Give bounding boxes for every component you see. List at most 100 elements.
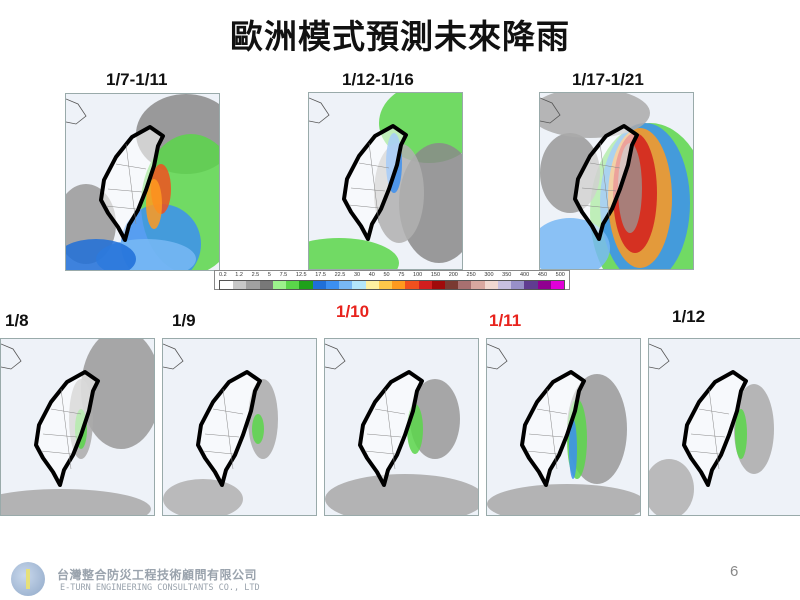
rainfall-map-1-12 <box>648 338 800 516</box>
legend-tick: 150 <box>430 272 441 278</box>
legend-color-box <box>233 281 247 289</box>
rainfall-area <box>569 419 577 479</box>
legend-tick: 350 <box>502 272 512 278</box>
rainfall-area <box>252 414 264 444</box>
panel-label: 1/9 <box>172 311 196 330</box>
rainfall-map-1-12-to-1-16 <box>308 92 463 270</box>
legend-tick: 0.2 <box>219 272 227 278</box>
china-coastline <box>1 343 22 370</box>
legend-color-box <box>418 281 432 289</box>
legend-tick: 200 <box>448 272 458 278</box>
rainfall-map-1-11 <box>486 338 641 516</box>
legend-tick: 22.5 <box>334 272 346 278</box>
county-borders <box>526 388 568 470</box>
taiwan-outline <box>34 370 100 487</box>
county-borders <box>688 388 730 470</box>
legend-color-box <box>272 281 287 289</box>
taiwan-outline <box>682 370 748 487</box>
rainfall-area <box>163 479 243 515</box>
legend-color-box <box>484 281 498 289</box>
legend-tick: 400 <box>520 272 530 278</box>
rainfall-map-1-7-to-1-11 <box>65 93 220 271</box>
legend-tick: 40 <box>368 272 375 278</box>
legend-color-box <box>286 281 300 289</box>
legend-color-box <box>405 281 419 289</box>
legend-color-box <box>220 281 234 289</box>
china-coastline <box>66 98 87 125</box>
legend-color-box <box>246 281 260 289</box>
county-borders <box>579 142 621 224</box>
legend-color-box <box>365 281 379 289</box>
rainfall-area <box>1 489 151 515</box>
panel-label-highlighted: 1/11 <box>489 311 522 330</box>
rainfall-area <box>487 484 640 515</box>
rainfall-area <box>66 239 136 270</box>
rainfall-area <box>81 339 154 449</box>
legend-tick: 500 <box>555 272 565 278</box>
china-coastline <box>309 97 330 124</box>
legend-color-box <box>444 281 459 289</box>
taiwan-outline <box>573 124 639 241</box>
county-borders <box>105 143 147 225</box>
legend-tick: 300 <box>484 272 494 278</box>
rainfall-area <box>410 379 460 459</box>
county-borders <box>40 388 82 470</box>
legend-color-box <box>339 281 353 289</box>
rainfall-area <box>309 238 399 269</box>
taiwan-outline <box>99 125 165 242</box>
taiwan-outline <box>358 370 424 487</box>
legend-tick: 450 <box>537 272 548 278</box>
legend-tick: 250 <box>466 272 476 278</box>
company-logo <box>11 562 45 596</box>
legend-color-box <box>497 281 512 289</box>
legend-tick: 50 <box>383 272 390 278</box>
rainfall-area <box>146 179 162 229</box>
rainfall-map-1-9 <box>162 338 317 516</box>
legend-color-box <box>511 281 525 289</box>
legend-ticks: 0.2 1.2 2.5 5 7.5 12.5 17.5 22.5 30 40 50 75 100 150 2… <box>219 272 565 280</box>
legend-color-box <box>537 281 551 289</box>
legend-tick: 17.5 <box>315 272 326 278</box>
taiwan-outline <box>342 124 408 241</box>
county-borders <box>202 388 244 470</box>
taiwan-outline <box>196 370 262 487</box>
rainfall-color-legend: 0.2 1.2 2.5 5 7.5 12.5 17.5 22.5 30 40 50 75 100 150 2… <box>214 270 570 290</box>
rainfall-map-1-17-to-1-21 <box>539 92 694 270</box>
legend-color-box <box>471 281 485 289</box>
rainfall-map-1-10 <box>324 338 479 516</box>
legend-color-box <box>550 281 565 289</box>
legend-color-box <box>299 281 313 289</box>
panel-label: 1/7-1/11 <box>106 70 168 89</box>
rainfall-area <box>325 474 478 515</box>
legend-tick: 75 <box>398 272 405 278</box>
legend-color-box <box>458 281 472 289</box>
legend-color-box <box>431 281 445 289</box>
company-name-cn: 台灣整合防災工程技術顧問有限公司 <box>57 568 258 582</box>
china-coastline <box>325 343 346 370</box>
panel-label-highlighted: 1/10 <box>336 302 370 321</box>
legend-color-box <box>524 281 538 289</box>
county-borders <box>364 388 406 470</box>
legend-color-box <box>392 281 406 289</box>
page-number: 6 <box>730 563 739 580</box>
legend-color-box <box>352 281 366 289</box>
legend-color-boxes <box>219 280 565 290</box>
panel-label: 1/12 <box>672 307 706 326</box>
legend-tick: 30 <box>353 272 361 278</box>
rainfall-map-1-8 <box>0 338 155 516</box>
china-coastline <box>649 343 670 370</box>
legend-color-box <box>312 281 326 289</box>
china-coastline <box>540 97 561 124</box>
china-coastline <box>487 343 508 370</box>
legend-tick: 12.5 <box>295 272 307 278</box>
legend-tick: 100 <box>413 272 423 278</box>
legend-tick: 5 <box>267 272 271 278</box>
panel-label: 1/12-1/16 <box>342 70 414 89</box>
legend-color-box <box>325 281 340 289</box>
taiwan-outline <box>520 370 586 487</box>
panel-label: 1/8 <box>5 311 29 330</box>
legend-tick: 2.5 <box>251 272 260 278</box>
china-coastline <box>163 343 184 370</box>
legend-tick: 1.2 <box>235 272 243 278</box>
county-borders <box>348 142 390 224</box>
